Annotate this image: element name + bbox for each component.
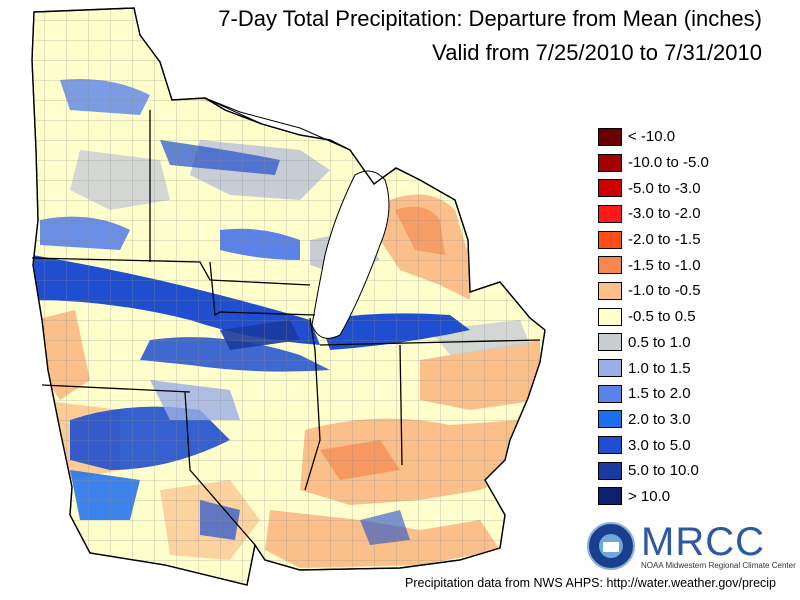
- legend-item: -5.0 to -3.0: [598, 175, 709, 201]
- legend-label: -1.5 to -1.0: [628, 256, 701, 274]
- legend-swatch: [598, 204, 622, 223]
- legend-swatch: [598, 384, 622, 403]
- legend-label: 2.0 to 3.0: [628, 410, 691, 428]
- data-source-note: Precipitation data from NWS AHPS: http:/…: [405, 576, 777, 590]
- legend-label: 0.5 to 1.0: [628, 333, 691, 351]
- legend-label: 1.0 to 1.5: [628, 359, 691, 377]
- legend-swatch: [598, 307, 622, 326]
- legend-swatch: [598, 359, 622, 378]
- noaa-seal-icon: [587, 522, 635, 570]
- legend-item: -1.0 to -0.5: [598, 278, 709, 304]
- legend-item: 5.0 to 10.0: [598, 458, 709, 484]
- legend-swatch: [598, 179, 622, 198]
- legend-swatch: [598, 461, 622, 480]
- legend-swatch: [598, 127, 622, 146]
- legend-item: 1.0 to 1.5: [598, 355, 709, 381]
- legend-label: -0.5 to 0.5: [628, 308, 696, 326]
- legend-item: < -10.0: [598, 124, 709, 150]
- legend-swatch: [598, 436, 622, 455]
- legend-label: 3.0 to 5.0: [628, 436, 691, 454]
- legend-label: 5.0 to 10.0: [628, 462, 699, 480]
- mrcc-logo: MRCC NOAA Midwestern Regional Climate Ce…: [587, 522, 796, 570]
- legend-swatch: [598, 281, 622, 300]
- legend-swatch: [598, 230, 622, 249]
- legend-item: -0.5 to 0.5: [598, 304, 709, 330]
- legend-label: < -10.0: [628, 128, 676, 146]
- legend-label: > 10.0: [628, 487, 671, 505]
- legend-item: -3.0 to -2.0: [598, 201, 709, 227]
- legend-swatch: [598, 410, 622, 429]
- legend-swatch: [598, 153, 622, 172]
- legend-item: -1.5 to -1.0: [598, 252, 709, 278]
- legend-label: -2.0 to -1.5: [628, 231, 701, 249]
- legend-item: > 10.0: [598, 484, 709, 510]
- legend-label: 1.5 to 2.0: [628, 385, 691, 403]
- legend-item: 3.0 to 5.0: [598, 432, 709, 458]
- map-title: 7-Day Total Precipitation: Departure fro…: [218, 6, 762, 31]
- legend-label: -5.0 to -3.0: [628, 179, 701, 197]
- legend-item: -10.0 to -5.0: [598, 150, 709, 176]
- map-subtitle: Valid from 7/25/2010 to 7/31/2010: [432, 40, 762, 65]
- legend-label: -1.0 to -0.5: [628, 282, 701, 300]
- legend-item: 2.0 to 3.0: [598, 407, 709, 433]
- legend-swatch: [598, 487, 622, 506]
- legend-item: 0.5 to 1.0: [598, 330, 709, 356]
- logo-name: MRCC: [641, 519, 765, 564]
- lake-michigan: [311, 170, 390, 339]
- legend-swatch: [598, 256, 622, 275]
- legend-item: 1.5 to 2.0: [598, 381, 709, 407]
- legend-item: -2.0 to -1.5: [598, 227, 709, 253]
- legend-label: -10.0 to -5.0: [628, 154, 709, 172]
- legend-label: -3.0 to -2.0: [628, 205, 701, 223]
- state-borders: [31, 110, 541, 546]
- legend-swatch: [598, 333, 622, 352]
- legend: < -10.0 -10.0 to -5.0 -5.0 to -3.0 -3.0 to …: [598, 124, 709, 509]
- logo-subtitle: NOAA Midwestern Regional Climate Center: [641, 560, 796, 570]
